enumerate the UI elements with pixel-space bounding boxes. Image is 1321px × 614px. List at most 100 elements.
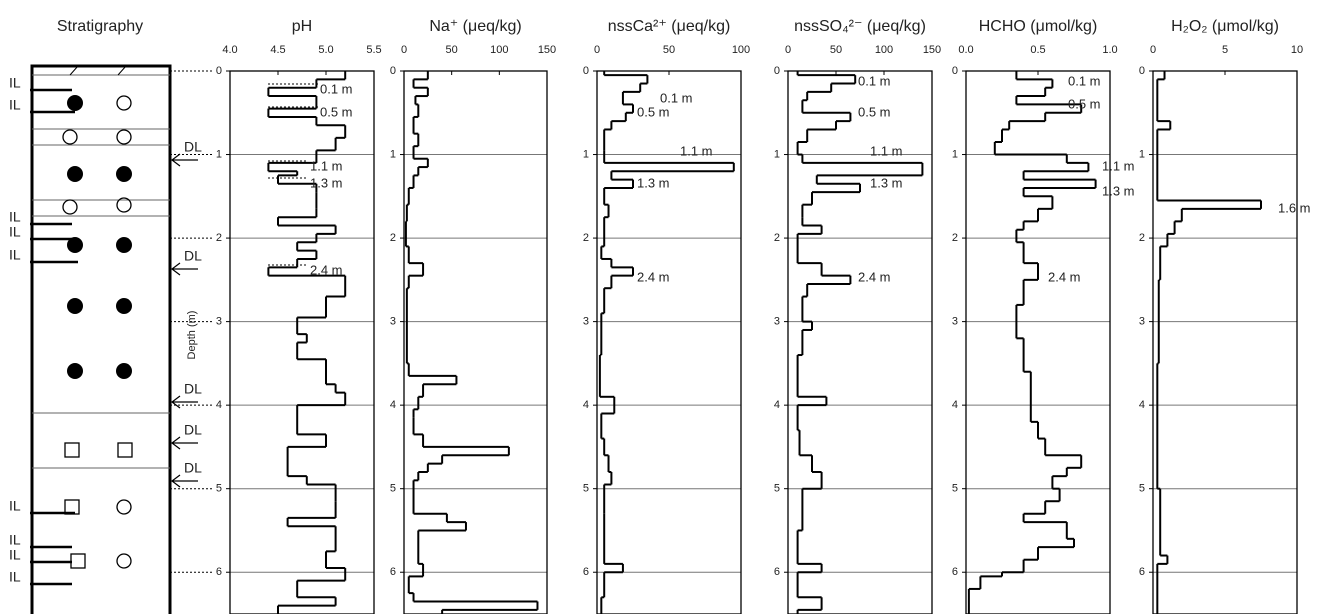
dl-label: DL: [184, 248, 202, 264]
x-tick-label: 50: [830, 44, 842, 56]
annotation: 1.1 m: [1102, 158, 1135, 173]
y-tick-label: 1: [583, 148, 589, 160]
step-profile: [969, 71, 1096, 614]
grain-open: [63, 200, 77, 214]
layer-label: IL: [9, 97, 21, 113]
y-tick-label: 3: [952, 316, 958, 328]
grain-open: [117, 554, 131, 568]
annotation: 0.5 m: [320, 104, 353, 119]
step-profile: [406, 71, 538, 614]
grain-filled: [116, 237, 132, 253]
annotation: 2.4 m: [310, 262, 343, 277]
x-tick-label: 0: [401, 44, 407, 56]
annotation: 1.3 m: [1102, 183, 1135, 198]
y-tick-label: 1: [390, 148, 396, 160]
dl-label: DL: [184, 460, 202, 476]
dl-arrow: [172, 154, 198, 166]
y-tick-label: 0: [583, 65, 589, 77]
x-tick-label: 0: [785, 44, 791, 56]
layer-label: IL: [9, 498, 21, 514]
annotation: 0.5 m: [1068, 96, 1101, 111]
y-tick-label: 4: [774, 399, 780, 411]
y-tick-label: 6: [952, 566, 958, 578]
panel-frame: [597, 71, 741, 614]
dl-arrow: [172, 396, 198, 408]
y-tick-label: 1: [216, 148, 222, 160]
dl-label: DL: [184, 381, 202, 397]
y-tick-label: 6: [774, 566, 780, 578]
layer-label: IL: [9, 532, 21, 548]
y-tick-label: 4: [1139, 399, 1145, 411]
y-tick-label: 0: [774, 65, 780, 77]
panel-title: nssSO₄²⁻ (μeq/kg): [794, 18, 926, 35]
y-tick-label: 5: [583, 483, 589, 495]
grain-square: [118, 443, 132, 457]
y-tick-label: 6: [583, 566, 589, 578]
panel-title: pH: [292, 18, 312, 35]
layer-label: IL: [9, 569, 21, 585]
annotation: 0.1 m: [320, 81, 353, 96]
annotation: 0.1 m: [1068, 73, 1101, 88]
x-tick-label: 5.5: [366, 44, 381, 56]
layer-label: IL: [9, 547, 21, 563]
y-tick-label: 2: [390, 232, 396, 244]
x-tick-label: 50: [663, 44, 675, 56]
grain-filled: [116, 298, 132, 314]
layer-label: IL: [9, 247, 21, 263]
y-tick-label: 5: [952, 483, 958, 495]
figure: Stratigraphy ILILILILILILILILILDLDLDLDLD…: [0, 0, 1321, 614]
grain-filled: [67, 95, 83, 111]
y-tick-label: 4: [952, 399, 958, 411]
y-tick-label: 4: [583, 399, 589, 411]
dl-arrow: [172, 437, 198, 449]
x-tick-label: 0.0: [958, 44, 973, 56]
dl-arrow: [172, 475, 198, 487]
y-tick-label: 5: [1139, 483, 1145, 495]
annotation: 1.3 m: [870, 175, 903, 190]
y-tick-label: 6: [1139, 566, 1145, 578]
grain-open: [63, 130, 77, 144]
y-tick-label: 1: [952, 148, 958, 160]
x-tick-label: 1.0: [1102, 44, 1117, 56]
x-tick-label: 100: [875, 44, 893, 56]
grain-filled: [116, 166, 132, 182]
y-tick-label: 3: [216, 316, 222, 328]
panel-title: H₂O₂ (μmol/kg): [1171, 18, 1279, 35]
annotation: 0.1 m: [858, 73, 891, 88]
y-tick-label: 1: [1139, 148, 1145, 160]
x-tick-label: 150: [923, 44, 941, 56]
y-tick-label: 2: [952, 232, 958, 244]
x-tick-label: 5.0: [318, 44, 333, 56]
annotation: 1.1 m: [870, 143, 903, 158]
layer-label: IL: [9, 209, 21, 225]
y-tick-label: 5: [774, 483, 780, 495]
annotation: 0.5 m: [637, 104, 670, 119]
x-tick-label: 0: [594, 44, 600, 56]
panel-frame: [1153, 71, 1297, 614]
panel-frame: [404, 71, 547, 614]
grain-filled: [116, 363, 132, 379]
panel-frame: [966, 71, 1110, 614]
y-tick-label: 0: [390, 65, 396, 77]
grain-open: [117, 130, 131, 144]
y-tick-label: 5: [390, 483, 396, 495]
dl-label: DL: [184, 422, 202, 438]
annotation: 1.3 m: [310, 175, 343, 190]
step-profile: [1157, 71, 1261, 614]
x-tick-label: 10: [1291, 44, 1303, 56]
y-tick-label: 3: [390, 316, 396, 328]
grain-open: [117, 96, 131, 110]
y-tick-label: 6: [216, 566, 222, 578]
grain-filled: [67, 298, 83, 314]
dl-arrow: [172, 263, 198, 275]
panel-frame: [788, 71, 932, 614]
step-profile: [268, 71, 345, 614]
annotation: 1.1 m: [680, 143, 713, 158]
y-tick-label: 3: [774, 316, 780, 328]
x-tick-label: 50: [446, 44, 458, 56]
x-tick-label: 5: [1222, 44, 1228, 56]
y-tick-label: 0: [1139, 65, 1145, 77]
annotation: 1.6 m: [1278, 200, 1311, 215]
layer-label: IL: [9, 224, 21, 240]
grain-filled: [67, 166, 83, 182]
